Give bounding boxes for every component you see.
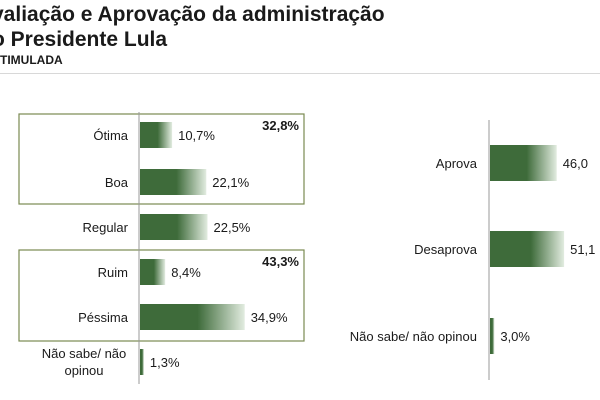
chart-title-line1: valiação e Aprovação da administração <box>0 3 385 26</box>
left-category-label: Regular <box>82 220 128 235</box>
left-category-label: Péssima <box>78 310 129 325</box>
group-box-2 <box>18 249 305 342</box>
right-category-label: Desaprova <box>414 242 478 257</box>
right-bar <box>490 231 565 267</box>
left-bar <box>140 214 208 240</box>
left-value-label: 8,4% <box>171 265 201 280</box>
left-value-label: 34,9% <box>251 310 288 325</box>
group-total-2: 43,3% <box>262 254 299 269</box>
left-value-label: 22,1% <box>212 175 249 190</box>
chart-title-line2: o Presidente Lula <box>0 28 168 51</box>
right-value-label: 3,0% <box>500 329 530 344</box>
right-category-label: Aprova <box>436 156 478 171</box>
right-bar <box>490 145 557 181</box>
left-bar <box>140 169 207 195</box>
left-bar <box>140 122 173 148</box>
right-category-label: Não sabe/ não opinou <box>350 329 477 344</box>
right-value-label: 46,0 <box>563 156 588 171</box>
left-category-label: Boa <box>105 175 129 190</box>
right-bar <box>490 318 495 354</box>
group-box-1 <box>18 113 305 205</box>
left-category-label: Ótima <box>93 128 128 143</box>
right-value-label: 51,1 <box>570 242 595 257</box>
left-bar <box>140 259 166 285</box>
left-value-label: 10,7% <box>178 128 215 143</box>
left-bar <box>140 349 144 375</box>
left-value-label: 1,3% <box>150 355 180 370</box>
chart-subtitle: STIMULADA <box>0 53 63 67</box>
group-total-1: 32,8% <box>262 118 299 133</box>
header-divider <box>0 73 600 74</box>
left-category-label: Não sabe/ não opinou <box>42 346 127 378</box>
left-bar <box>140 304 245 330</box>
left-category-label: Ruim <box>98 265 128 280</box>
left-value-label: 22,5% <box>214 220 251 235</box>
